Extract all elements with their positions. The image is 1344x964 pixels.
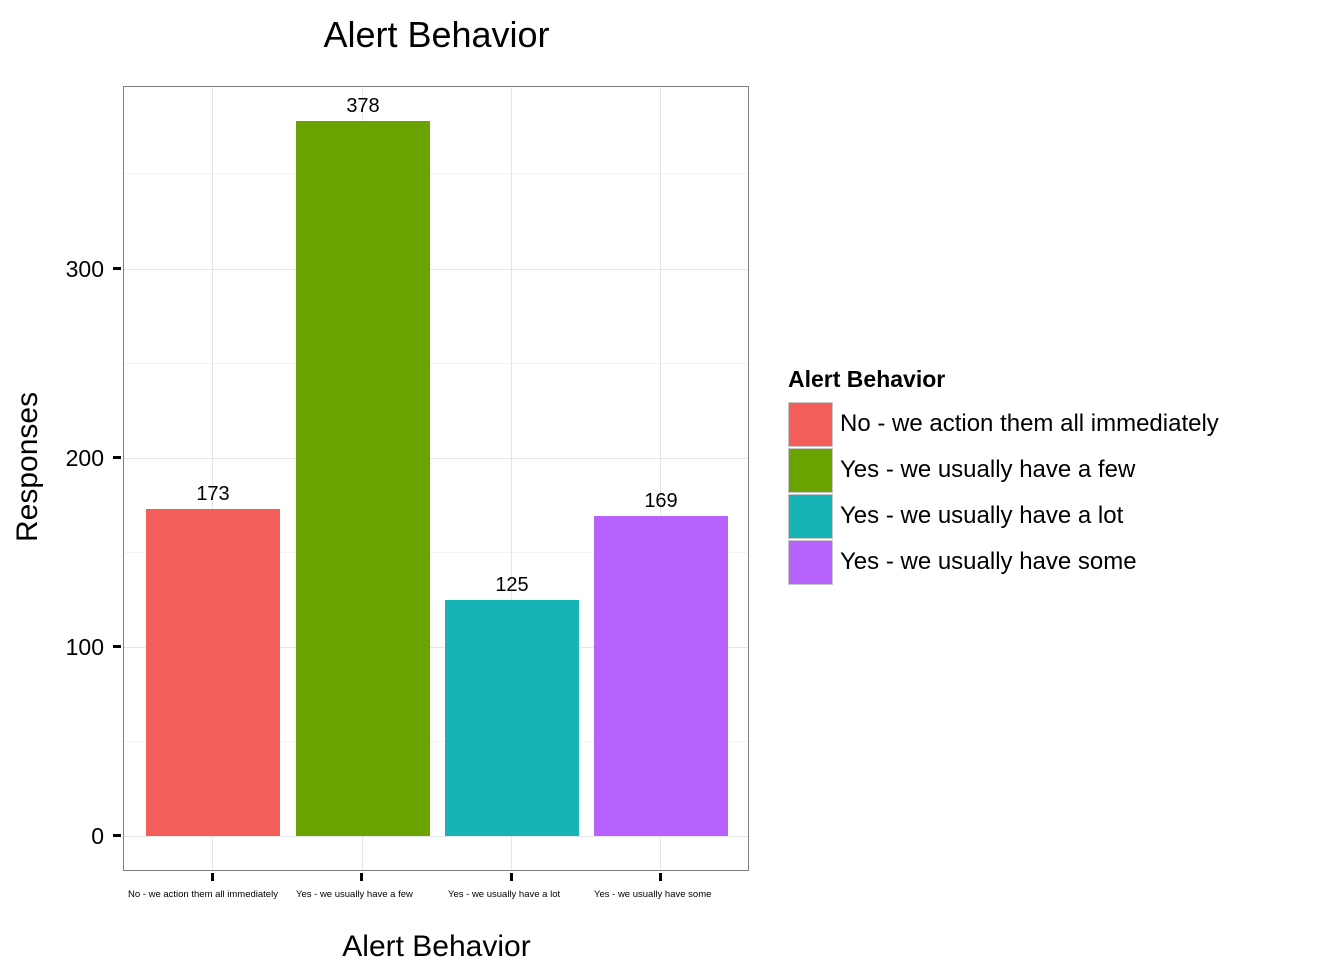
y-tick [113,645,121,648]
x-tick-label: No - we action them all immediately [128,889,278,900]
legend-item: No - we action them all immediately [788,401,1219,447]
x-axis-label: Alert Behavior [342,930,531,963]
legend: Alert Behavior No - we action them all i… [788,366,1219,585]
bar-value-label: 378 [346,95,380,117]
gridline-0 [124,836,748,837]
legend-label: Yes - we usually have some [840,548,1137,575]
gridline-minor [124,741,748,742]
gridline-x [511,87,512,870]
y-tick-label: 300 [65,256,104,282]
legend-label: Yes - we usually have a few [840,456,1136,483]
x-tick-label: Yes - we usually have a lot [448,889,561,900]
bar-usually-lot [445,600,579,836]
legend-swatch [788,447,833,493]
bar-usually-few [296,121,430,836]
x-tick-label: Yes - we usually have some [594,889,712,900]
gridline-minor [124,173,748,174]
y-tick [113,267,121,270]
x-tick [659,873,662,881]
y-tick [113,456,121,459]
bar-usually-some [594,516,728,836]
legend-swatch [788,539,833,585]
bar-value-label: 125 [495,574,529,596]
gridline-minor [124,363,748,364]
x-tick-label: Yes - we usually have a few [296,889,413,900]
gridline-100 [124,647,748,648]
gridline-minor [124,552,748,553]
legend-item: Yes - we usually have a lot [788,493,1219,539]
gridline-x [660,87,661,870]
legend-label: Yes - we usually have a lot [840,502,1124,529]
legend-swatch [788,493,833,539]
bar-value-label: 169 [644,490,678,512]
legend-label: No - we action them all immediately [840,410,1219,437]
legend-swatch [788,401,833,447]
x-tick [510,873,513,881]
bar-no-action-immediately [146,509,280,836]
y-tick-label: 100 [65,634,104,660]
y-tick-label: 200 [65,445,104,471]
y-tick [113,834,121,837]
y-axis-label: Responses [11,391,44,542]
gridline-x [212,87,213,870]
gridline-200 [124,458,748,459]
gridline-300 [124,269,748,270]
bar-value-label: 173 [196,483,230,505]
plot-area: 173 378 125 169 [123,86,749,871]
legend-title: Alert Behavior [788,366,946,392]
legend-item: Yes - we usually have some [788,539,1219,585]
y-tick-label: 0 [91,823,104,849]
x-tick [360,873,363,881]
legend-item: Yes - we usually have a few [788,447,1219,493]
x-tick [211,873,214,881]
chart-title: Alert Behavior [323,14,550,55]
